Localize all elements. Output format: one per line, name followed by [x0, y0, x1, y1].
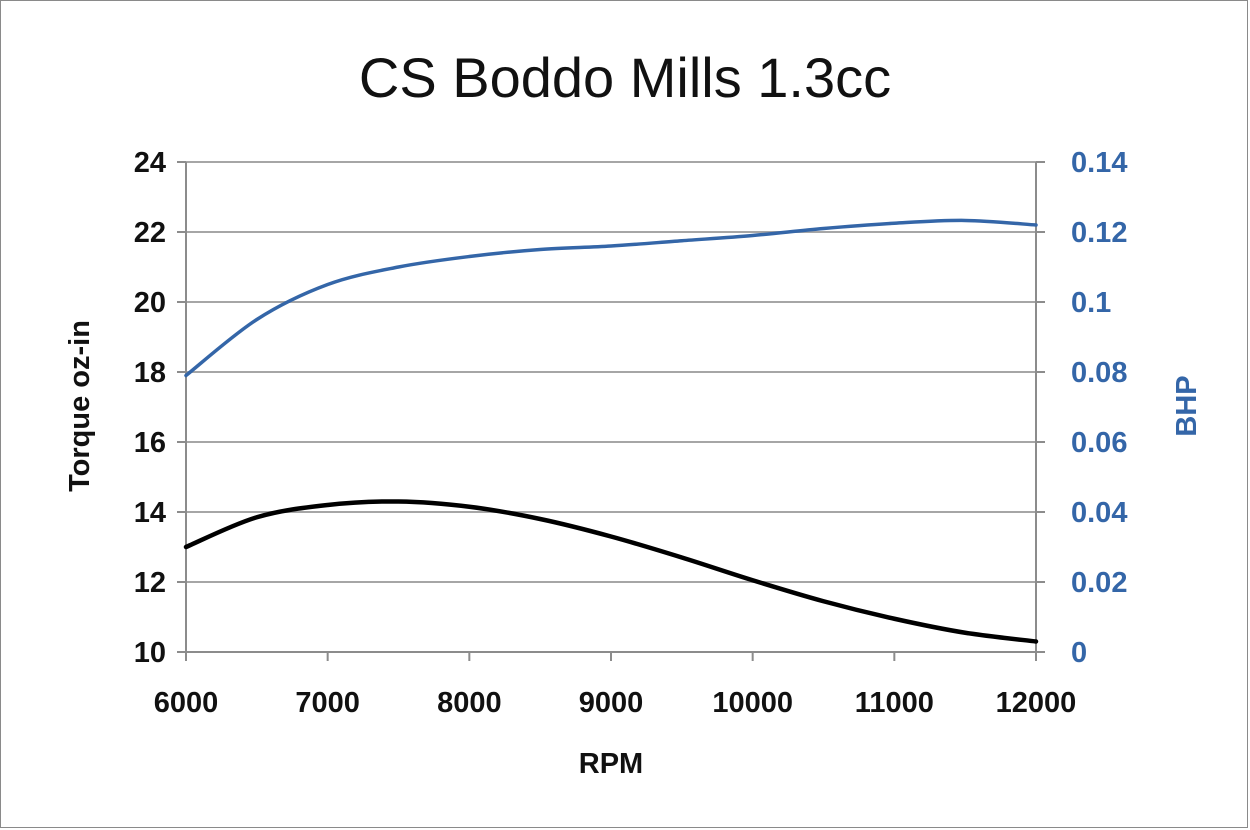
gridlines: [186, 161, 1036, 583]
x-tick-label: 11000: [855, 687, 934, 719]
y-tick-label: 12: [134, 567, 166, 599]
y2-tick-label: 0.04: [1071, 497, 1127, 529]
y-tick-label: 24: [134, 147, 166, 179]
axes: [177, 161, 1045, 661]
y2-tick-label: 0.02: [1071, 567, 1127, 599]
x-axis-label: RPM: [579, 748, 643, 780]
series: [183, 218, 1039, 644]
y-tick-label: 10: [134, 637, 166, 669]
y-tick-label: 22: [134, 217, 166, 249]
y-tick-label: 18: [134, 357, 166, 389]
y2-tick-label: 0: [1071, 637, 1087, 669]
tick-labels: 10 12 14 16 18 20 22 24 0 0.02 0.04 0.06 0.08 0.1 0.12…: [134, 147, 1128, 719]
y-tick-label: 16: [134, 427, 166, 459]
y2-tick-label: 0.1: [1071, 287, 1111, 319]
x-tick-label: 7000: [295, 687, 360, 719]
x-tick-label: 10000: [712, 687, 793, 719]
y-tick-label: 20: [134, 287, 166, 319]
x-tick-label: 8000: [437, 687, 502, 719]
x-tick-label: 6000: [154, 687, 219, 719]
y2-axis-label: BHP: [1171, 375, 1203, 436]
x-tick-label: 12000: [996, 687, 1077, 719]
bhp-series-line: [184, 218, 1038, 378]
x-tick-label: 9000: [579, 687, 644, 719]
y2-tick-label: 0.14: [1071, 147, 1127, 179]
y2-tick-label: 0.08: [1071, 357, 1127, 389]
chart-title: CS Boddo Mills 1.3cc: [359, 46, 891, 109]
y-tick-label: 14: [134, 497, 166, 529]
y-axis-label: Torque oz-in: [64, 320, 96, 492]
y2-tick-label: 0.06: [1071, 427, 1127, 459]
y2-tick-label: 0.12: [1071, 217, 1127, 249]
torque-series-line: [183, 499, 1039, 644]
